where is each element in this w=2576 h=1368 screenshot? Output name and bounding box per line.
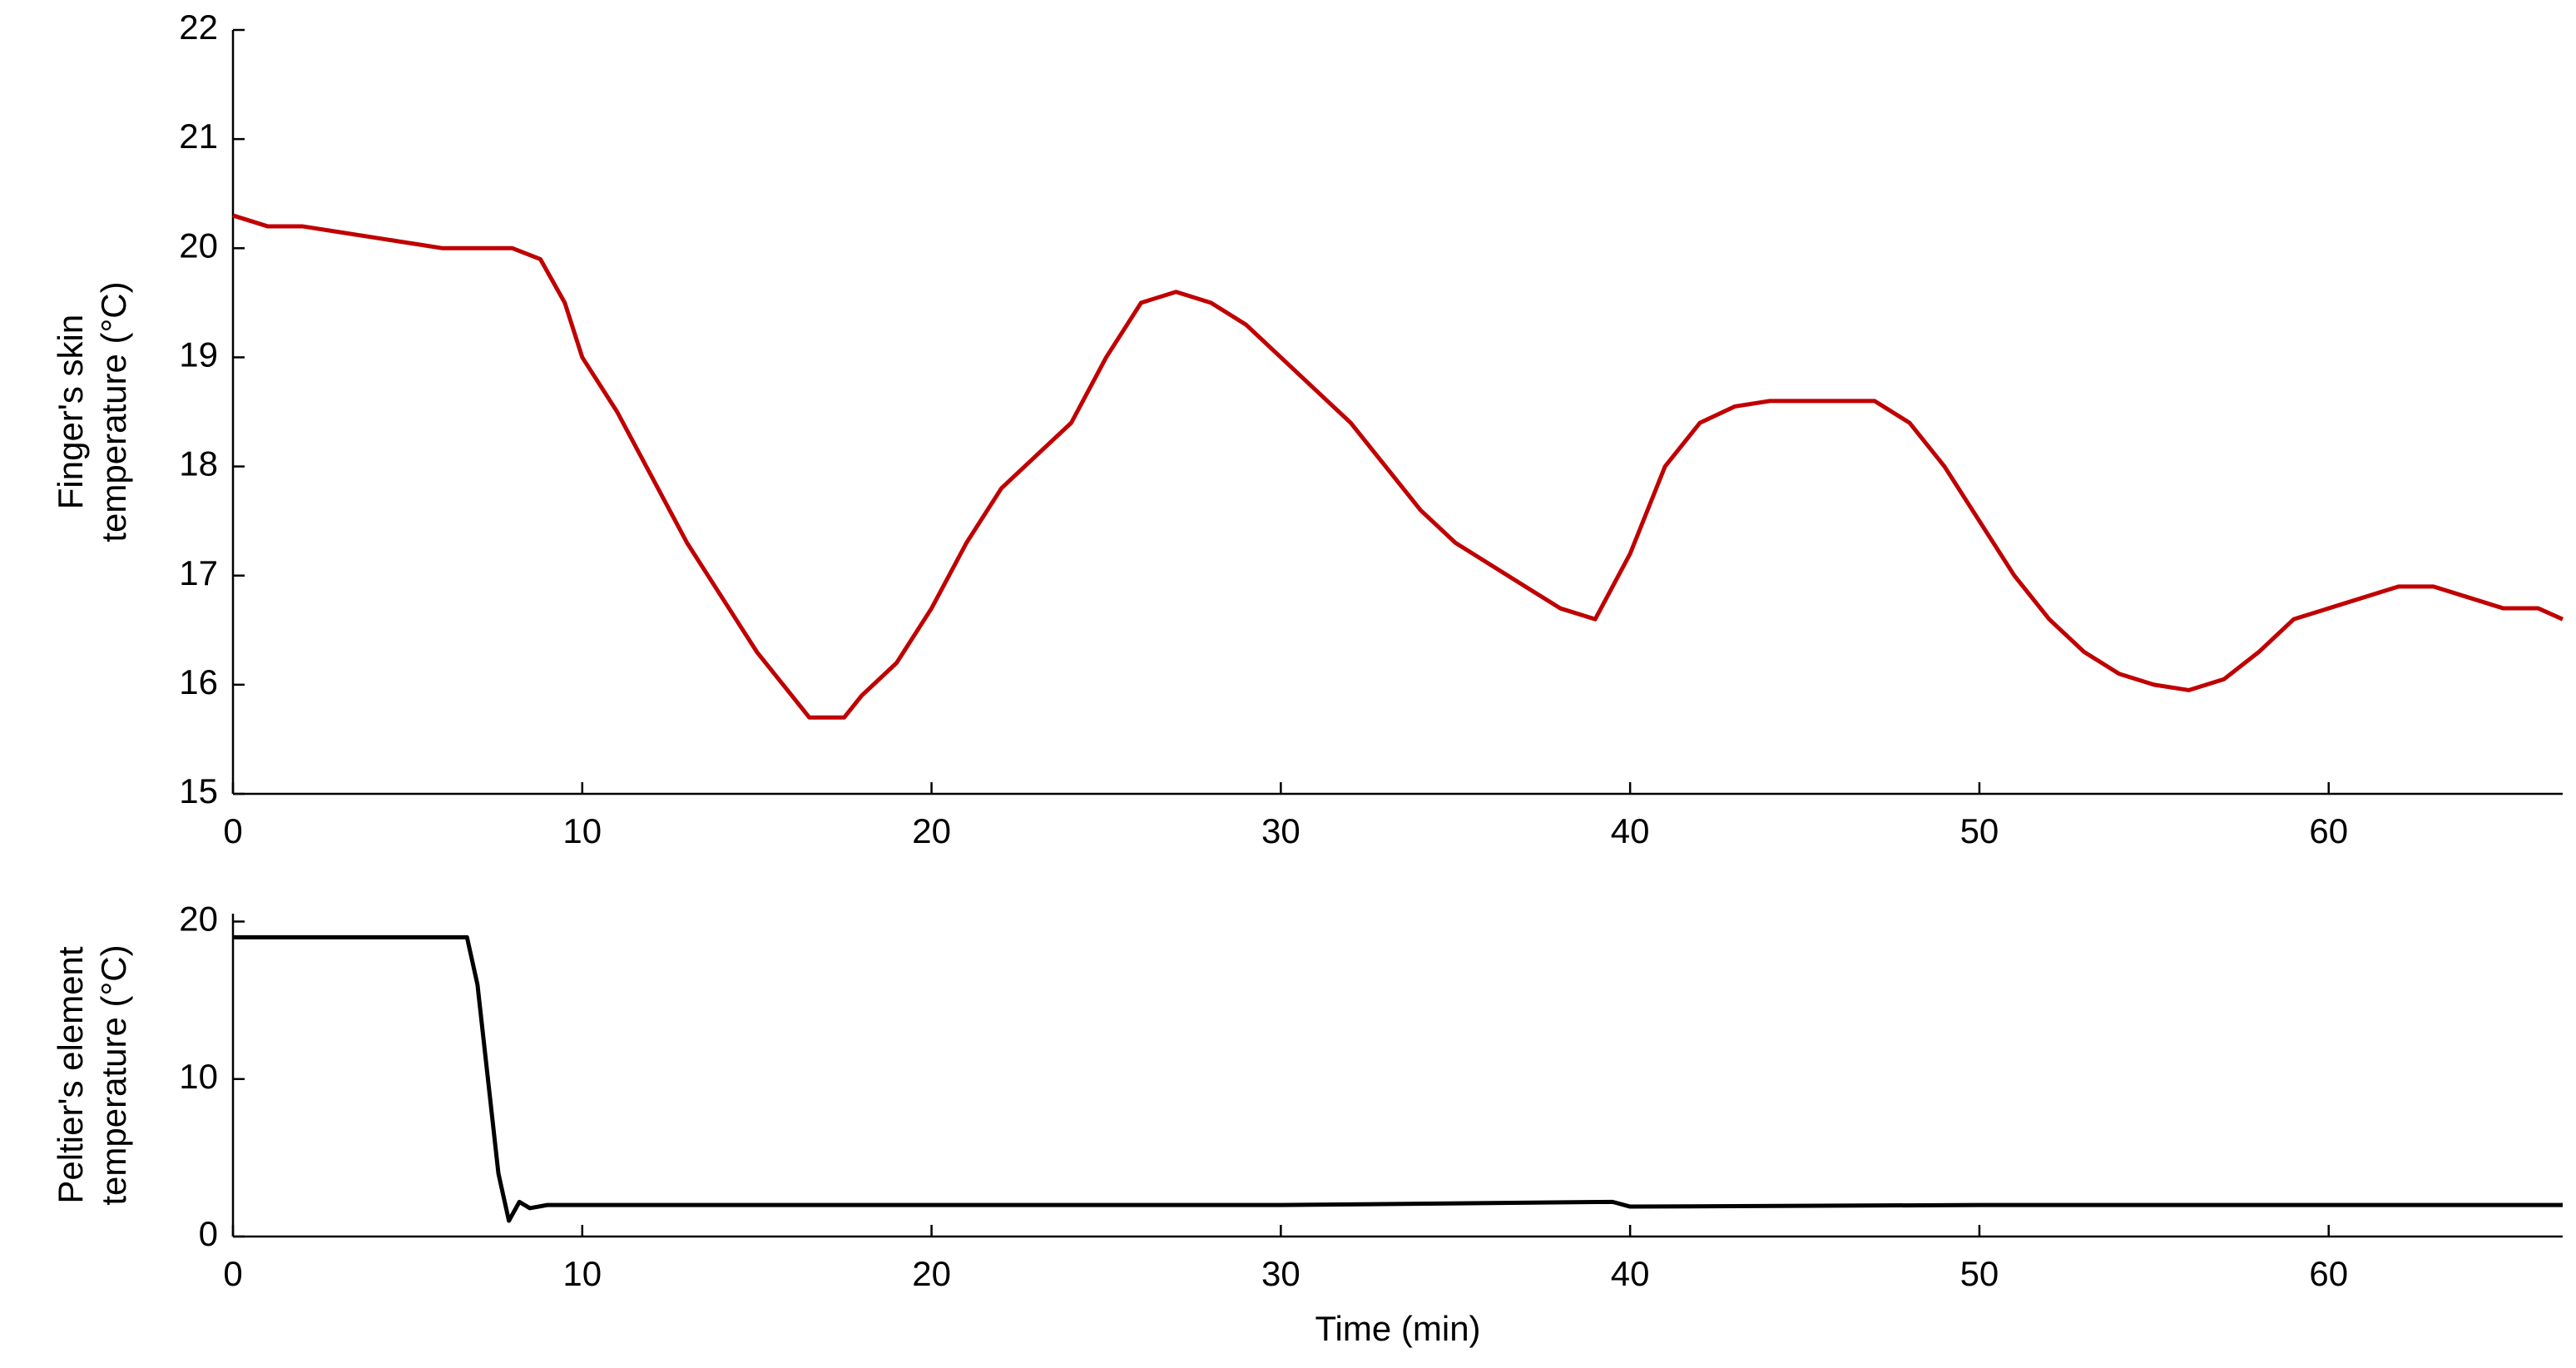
y-tick-label: 19	[179, 335, 218, 374]
y-axis-label: Peltier's element	[51, 946, 90, 1203]
x-tick-label: 30	[1261, 1254, 1300, 1293]
x-tick-label: 0	[223, 1254, 242, 1293]
x-axis-label: Time (min)	[1315, 1309, 1480, 1348]
x-tick-label: 10	[562, 1254, 602, 1293]
y-tick-label: 16	[179, 662, 218, 701]
y-tick-label: 18	[179, 444, 218, 483]
y-axis-label: Finger's skin	[51, 315, 90, 509]
x-tick-label: 30	[1261, 811, 1300, 850]
y-tick-label: 20	[179, 900, 218, 939]
y-axis-label: temperature (°C)	[94, 944, 133, 1205]
y-tick-label: 10	[179, 1057, 218, 1096]
x-tick-label: 20	[912, 811, 951, 850]
x-tick-label: 20	[912, 1254, 951, 1293]
x-tick-label: 60	[2309, 811, 2348, 850]
data-line	[232, 213, 2564, 720]
x-tick-label: 40	[1611, 811, 1650, 850]
x-tick-label: 10	[562, 811, 602, 850]
y-tick-label: 21	[179, 116, 218, 156]
y-tick-label: 17	[179, 553, 218, 592]
y-tick-label: 20	[179, 226, 218, 265]
x-tick-label: 40	[1611, 1254, 1650, 1293]
data-line	[233, 934, 2563, 1223]
x-tick-label: 0	[223, 811, 242, 850]
y-tick-label: 0	[199, 1214, 218, 1253]
x-tick-label: 50	[1960, 1254, 1999, 1293]
y-axis-label: temperature (°C)	[94, 281, 133, 542]
y-tick-label: 15	[179, 771, 218, 810]
x-tick-label: 50	[1960, 811, 1999, 850]
y-tick-label: 22	[179, 7, 218, 47]
x-tick-label: 60	[2309, 1254, 2348, 1293]
